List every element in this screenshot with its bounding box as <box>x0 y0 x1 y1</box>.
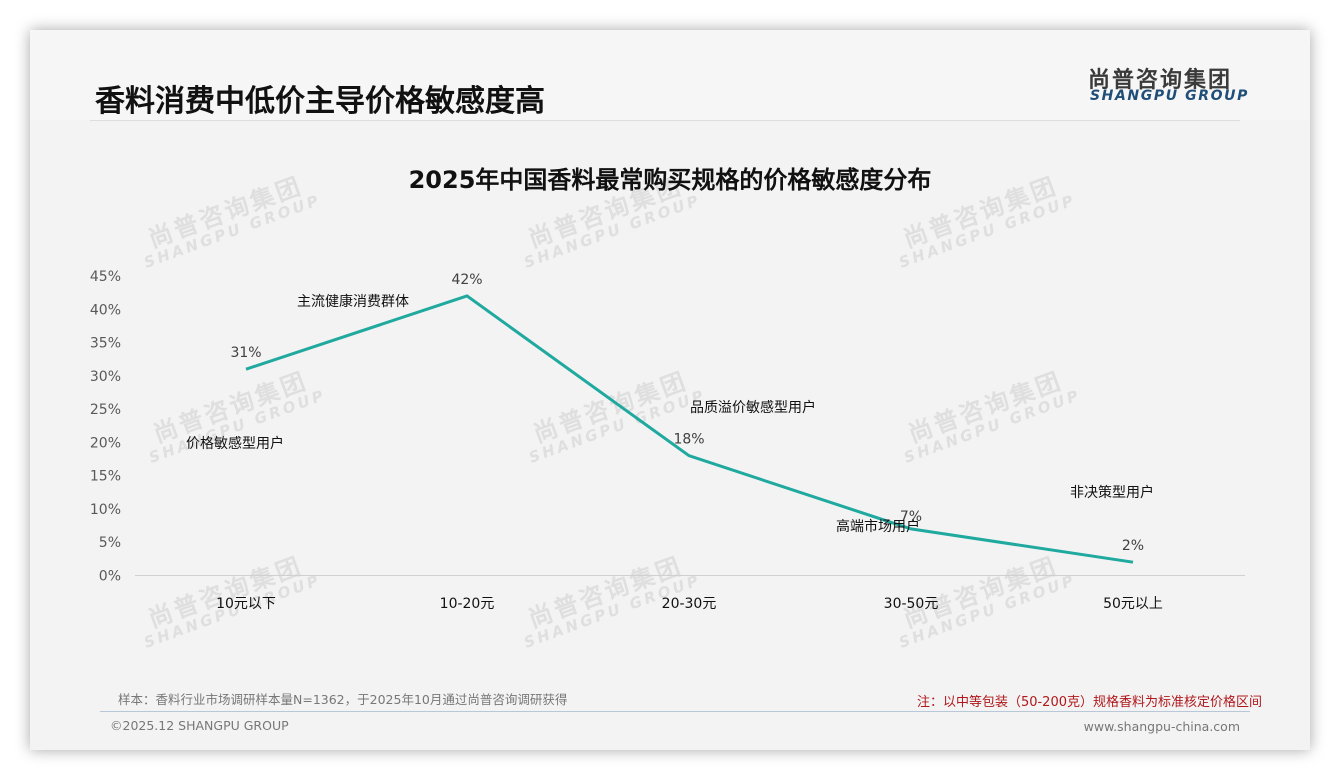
copyright: ©2025.12 SHANGPU GROUP <box>110 718 289 733</box>
slide: 香料消费中低价主导价格敏感度高 尚普咨询集团 SHANGPU GROUP 尚普咨… <box>30 30 1310 750</box>
series-line <box>245 294 1134 564</box>
y-tick-label: 35% <box>90 336 121 352</box>
data-label: 2% <box>1122 538 1144 554</box>
x-tick-label: 30-50元 <box>884 596 939 612</box>
company-logo-cn: 尚普咨询集团 <box>1088 68 1233 93</box>
chart-title: 2025年中国香料最常购买规格的价格敏感度分布 <box>408 166 932 194</box>
x-axis-ticks: 10元以下 10-20元 20-30元 30-50元 50元以上 <box>216 596 1163 612</box>
price-note: 注：以中等包装（50-200克）规格香料为标准核定价格区间 <box>916 695 1262 710</box>
header-divider <box>90 120 1240 121</box>
segment-annotation: 高端市场用户 <box>836 518 920 535</box>
segment-annotation: 价格敏感型用户 <box>186 435 284 452</box>
segment-annotation: 主流健康消费群体 <box>297 293 409 310</box>
x-tick-label: 10元以下 <box>216 596 276 612</box>
y-tick-label: 5% <box>99 535 121 551</box>
data-label: 42% <box>451 272 482 288</box>
website-link[interactable]: www.shangpu-china.com <box>1083 719 1240 734</box>
data-labels: 31% 42% 18% 7% 2% <box>230 272 1144 554</box>
y-tick-label: 25% <box>90 402 121 418</box>
segment-annotation: 非决策型用户 <box>1070 484 1154 501</box>
y-tick-label: 10% <box>90 502 121 518</box>
x-tick-label: 50元以上 <box>1103 596 1163 612</box>
y-tick-label: 20% <box>90 435 121 451</box>
segment-annotation: 品质溢价敏感型用户 <box>690 399 816 416</box>
y-tick-label: 15% <box>90 469 121 485</box>
data-label: 18% <box>673 432 704 448</box>
x-tick-label: 20-30元 <box>662 596 717 612</box>
footer-divider <box>100 711 1250 712</box>
y-tick-label: 45% <box>90 269 121 285</box>
page-title: 香料消费中低价主导价格敏感度高 <box>95 84 545 119</box>
x-tick-label: 10-20元 <box>440 596 495 612</box>
y-tick-label: 40% <box>90 302 121 318</box>
data-label: 31% <box>230 345 261 361</box>
y-axis-ticks: 0% 5% 10% 15% 20% 25% 30% 35% 40% 45% <box>90 269 121 585</box>
line-chart: 0% 5% 10% 15% 20% 25% 30% 35% 40% 45% 31% 42% 18% 7%… <box>90 269 1245 612</box>
y-tick-label: 30% <box>90 369 121 385</box>
header-band <box>30 30 1310 120</box>
y-tick-label: 0% <box>99 569 121 585</box>
company-logo-en: SHANGPU GROUP <box>1090 88 1249 104</box>
sample-note: 样本：香料行业市场调研样本量N=1362，于2025年10月通过尚普咨询调研获得 <box>118 692 568 707</box>
data-label: 7% <box>900 509 922 525</box>
